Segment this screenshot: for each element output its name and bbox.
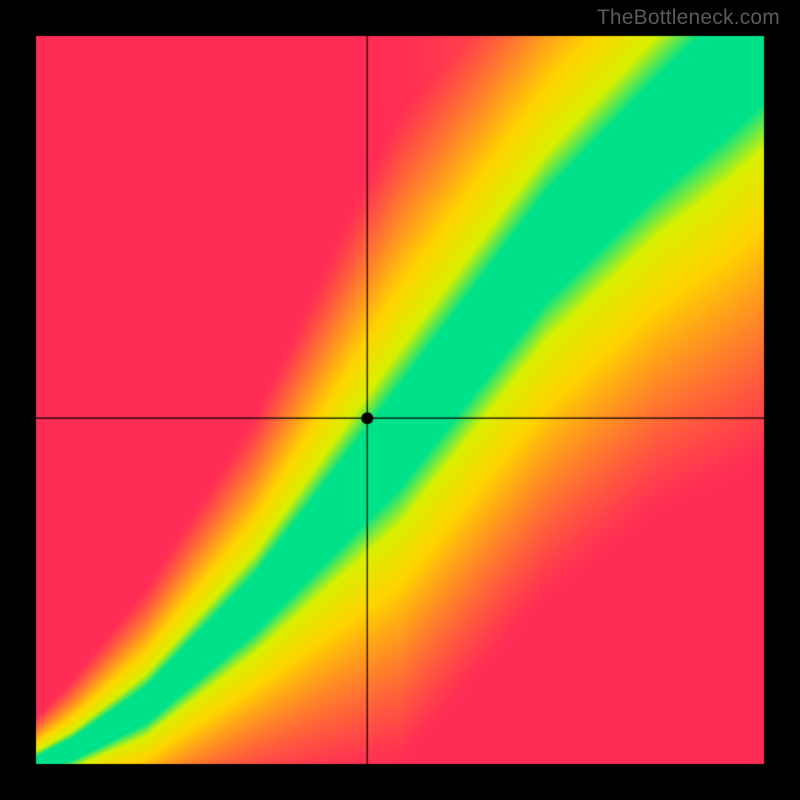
watermark-text: TheBottleneck.com bbox=[597, 6, 780, 30]
chart-container: TheBottleneck.com bbox=[0, 0, 800, 800]
bottleneck-heatmap bbox=[0, 0, 800, 800]
